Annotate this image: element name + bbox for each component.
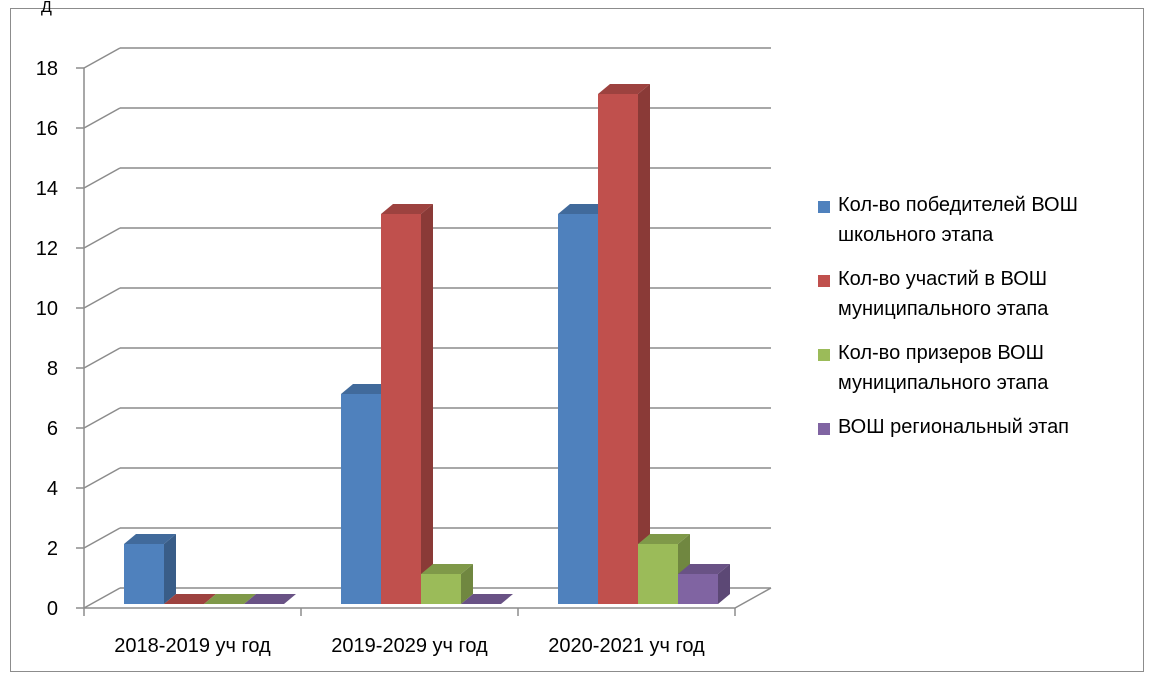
legend-item: Кол-во призеров ВОШ муниципального этапа bbox=[818, 338, 1148, 398]
bar-top bbox=[381, 204, 433, 214]
y-tick-label: 2 bbox=[47, 538, 58, 560]
y-tick-label: 18 bbox=[36, 58, 58, 80]
bar-top bbox=[341, 384, 393, 394]
legend-label: ВОШ региональный этап bbox=[838, 416, 1070, 438]
y-tick-label: 4 bbox=[47, 478, 58, 500]
y-tick-layer: 0 2 4 6 8 10 12 14 16 18 bbox=[36, 58, 84, 620]
bar-top bbox=[421, 564, 473, 574]
y-tick-label: 10 bbox=[36, 298, 58, 320]
legend-label: Кол-во участий в ВОШ муниципального этап… bbox=[838, 268, 1049, 320]
y-tick-label: 14 bbox=[36, 178, 58, 200]
y-tick-label: 16 bbox=[36, 118, 58, 140]
bar-layer bbox=[124, 84, 730, 604]
bar-side bbox=[164, 534, 176, 604]
legend-item: ВОШ региональный этап bbox=[818, 412, 1148, 442]
bar-side bbox=[421, 204, 433, 604]
x-tick-layer: 2018-2019 уч год 2019-2029 уч год 2020-202… bbox=[83, 608, 736, 657]
bar bbox=[678, 574, 718, 604]
y-tick-label: 6 bbox=[47, 418, 58, 440]
bar-top bbox=[164, 594, 216, 604]
bar-top bbox=[598, 84, 650, 94]
y-tick-label: 12 bbox=[36, 238, 58, 260]
x-category-label: 2019-2029 уч год bbox=[331, 635, 488, 657]
x-category-label: 2018-2019 уч год bbox=[114, 635, 271, 657]
side-gridline bbox=[83, 587, 121, 609]
legend: Кол-во победителей ВОШ школьного этапа Ко… bbox=[818, 190, 1148, 456]
bar-side bbox=[461, 564, 473, 604]
bar-top bbox=[678, 564, 730, 574]
bar-top bbox=[244, 594, 296, 604]
legend-swatch bbox=[818, 349, 830, 361]
side-gridline bbox=[83, 527, 121, 549]
bar-side bbox=[718, 564, 730, 604]
legend-item: Кол-во победителей ВОШ школьного этапа bbox=[818, 190, 1148, 250]
top-mark: Д bbox=[41, 0, 52, 16]
side-gridline bbox=[83, 107, 121, 129]
bar bbox=[558, 214, 598, 604]
side-gridline bbox=[83, 227, 121, 249]
bar bbox=[421, 574, 461, 604]
bar bbox=[124, 544, 164, 604]
legend-swatch bbox=[818, 201, 830, 213]
bar-top bbox=[204, 594, 256, 604]
bar bbox=[381, 214, 421, 604]
x-category-label: 2020-2021 уч год bbox=[548, 635, 705, 657]
side-gridline bbox=[83, 167, 121, 189]
bar-top bbox=[124, 534, 176, 544]
bar-top bbox=[638, 534, 690, 544]
bar-top bbox=[461, 594, 513, 604]
legend-swatch bbox=[818, 275, 830, 287]
legend-item: Кол-во участий в ВОШ муниципального этап… bbox=[818, 264, 1148, 324]
y-tick-label: 8 bbox=[47, 358, 58, 380]
y-tick-label: 0 bbox=[47, 598, 58, 620]
grid-layer bbox=[83, 47, 772, 609]
bar bbox=[598, 94, 638, 604]
legend-swatch bbox=[818, 423, 830, 435]
bar-side bbox=[638, 84, 650, 604]
legend-label: Кол-во призеров ВОШ муниципального этапа bbox=[838, 342, 1049, 394]
bar bbox=[638, 544, 678, 604]
side-gridline bbox=[83, 287, 121, 309]
side-gridline bbox=[83, 407, 121, 429]
side-gridline bbox=[83, 47, 121, 69]
bar-top bbox=[558, 204, 610, 214]
side-gridline bbox=[83, 467, 121, 489]
bar bbox=[341, 394, 381, 604]
legend-label: Кол-во победителей ВОШ школьного этапа bbox=[838, 194, 1078, 246]
side-gridline bbox=[83, 347, 121, 369]
